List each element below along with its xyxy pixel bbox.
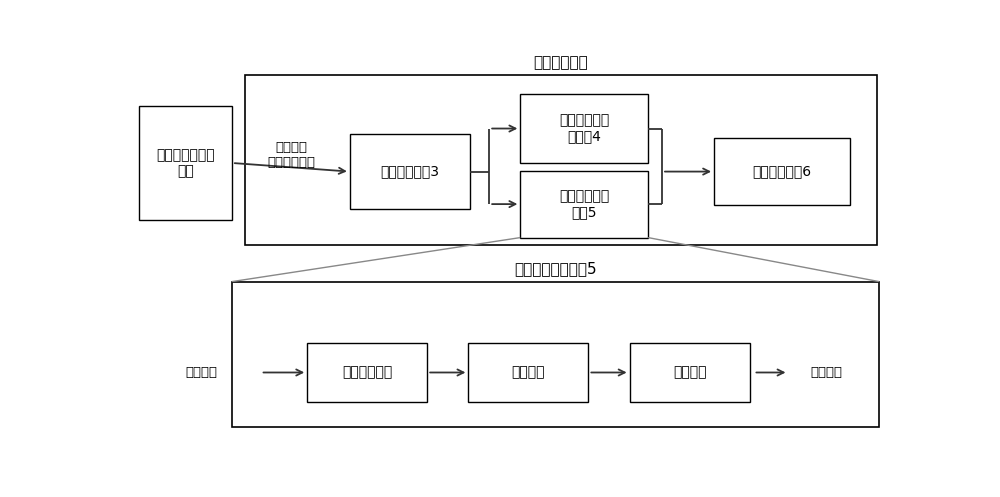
- Text: 结果输出单元6: 结果输出单元6: [752, 165, 811, 178]
- Text: 方波重塑单元3: 方波重塑单元3: [380, 165, 439, 178]
- Text: 方波信号
（固定幅值）: 方波信号 （固定幅值）: [268, 141, 316, 169]
- Bar: [245, 75, 877, 245]
- Bar: [520, 94, 648, 163]
- Text: 方波信号: 方波信号: [185, 366, 217, 379]
- Bar: [630, 343, 750, 402]
- Bar: [307, 343, 427, 402]
- Text: 时间测量: 时间测量: [512, 365, 545, 380]
- Text: 前端信号预处理
模块: 前端信号预处理 模块: [156, 148, 215, 178]
- Text: 小数相位细分单元5: 小数相位细分单元5: [514, 261, 597, 277]
- Bar: [714, 138, 850, 205]
- Text: 整周期相位计
数单元4: 整周期相位计 数单元4: [559, 113, 609, 144]
- Bar: [520, 170, 648, 238]
- Bar: [232, 282, 879, 427]
- Text: 相位解算: 相位解算: [673, 365, 706, 380]
- Text: 小数相位细分
单元5: 小数相位细分 单元5: [559, 189, 609, 219]
- Bar: [350, 134, 470, 209]
- Text: 激励动态网络: 激励动态网络: [342, 365, 392, 380]
- Text: 小数相位: 小数相位: [810, 366, 842, 379]
- Bar: [468, 343, 588, 402]
- Bar: [139, 105, 232, 220]
- Text: 相位测量模块: 相位测量模块: [534, 55, 588, 70]
